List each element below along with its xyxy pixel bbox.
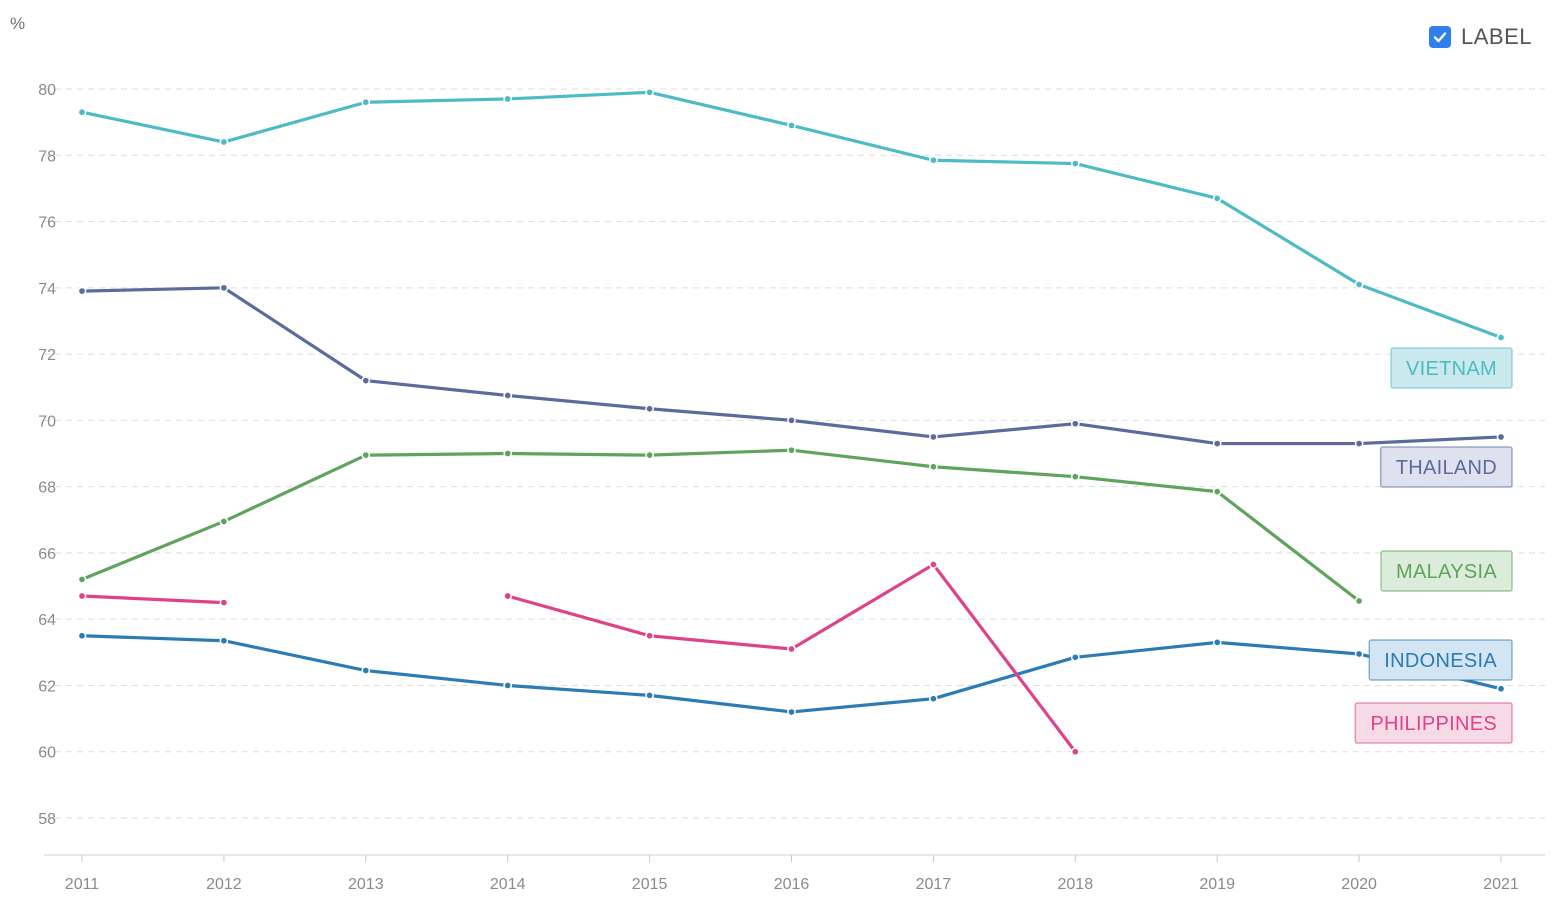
data-point-philippines: [503, 591, 513, 601]
data-point-malaysia: [77, 575, 87, 584]
data-point-malaysia: [361, 450, 371, 460]
data-point-vietnam: [1496, 333, 1506, 342]
data-point-thailand: [787, 416, 796, 425]
data-point-vietnam: [503, 94, 513, 104]
series-label-box: [1380, 550, 1513, 592]
data-point-indonesia: [77, 631, 87, 641]
data-point-vietnam: [1070, 159, 1080, 168]
data-point-malaysia: [503, 449, 513, 458]
data-point-thailand: [1496, 432, 1506, 442]
y-tick-label: 60: [38, 745, 56, 762]
y-tick-label: 78: [38, 148, 56, 165]
data-point-indonesia: [929, 694, 938, 704]
series-label-philippines: PHILIPPINES: [1354, 702, 1513, 744]
data-point-malaysia: [1070, 472, 1080, 482]
series-label-vietnam: VIETNAM: [1390, 347, 1513, 389]
series-line-philippines: [506, 562, 1077, 754]
y-tick-label: 66: [38, 546, 56, 563]
data-point-malaysia: [219, 517, 229, 526]
series-label-text: VIETNAM: [1406, 358, 1497, 380]
y-tick-label: 68: [38, 480, 56, 497]
series-label-text: PHILIPPINES: [1370, 713, 1497, 735]
x-tick-label: 2019: [1199, 876, 1235, 893]
x-tick-label: 2011: [65, 876, 100, 893]
x-tick-label: 2017: [916, 876, 952, 893]
data-point-indonesia: [1212, 638, 1222, 647]
data-point-thailand: [77, 286, 87, 296]
data-point-thailand: [1070, 419, 1080, 429]
data-point-vietnam: [77, 107, 87, 117]
label-checkbox[interactable]: [1429, 26, 1451, 48]
x-tick-label: 2021: [1483, 876, 1519, 893]
data-point-philippines: [645, 631, 654, 641]
checkmark-icon: [1433, 32, 1447, 43]
data-point-philippines: [219, 598, 229, 607]
data-point-thailand: [361, 376, 371, 385]
data-point-indonesia: [219, 636, 229, 646]
data-point-vietnam: [219, 137, 229, 147]
data-point-thailand: [1354, 439, 1364, 448]
y-tick-label: 74: [38, 281, 56, 298]
data-point-vietnam: [1354, 280, 1364, 289]
y-tick-label: 64: [38, 612, 56, 629]
x-tick-label: 2018: [1058, 876, 1094, 893]
series-label-box: [1379, 446, 1513, 488]
y-axis-unit: %: [10, 14, 26, 33]
x-tick-label: 2013: [348, 876, 384, 893]
data-point-thailand: [645, 404, 654, 414]
data-point-philippines: [77, 591, 87, 601]
data-point-malaysia: [1212, 487, 1222, 496]
y-tick-label: 58: [38, 811, 56, 828]
data-point-philippines: [929, 560, 938, 569]
data-point-malaysia: [645, 450, 654, 460]
series-label-text: INDONESIA: [1384, 650, 1497, 672]
series-label-box: [1354, 702, 1513, 744]
x-tick-label: 2014: [490, 876, 526, 893]
series-label-thailand: THAILAND: [1379, 446, 1513, 488]
series-label-indonesia: INDONESIA: [1368, 639, 1513, 681]
data-point-malaysia: [1354, 596, 1364, 606]
series-label-box: [1368, 639, 1513, 681]
data-point-vietnam: [361, 97, 371, 107]
data-point-thailand: [929, 432, 938, 442]
data-point-vietnam: [929, 155, 938, 165]
data-point-malaysia: [929, 462, 938, 472]
y-tick-label: 80: [38, 82, 56, 99]
data-point-thailand: [1212, 439, 1222, 448]
data-point-vietnam: [1212, 194, 1222, 203]
data-point-indonesia: [1070, 652, 1080, 662]
x-tick-label: 2020: [1341, 876, 1377, 893]
series-line-malaysia: [80, 448, 1361, 603]
y-tick-label: 72: [38, 347, 56, 364]
y-tick-label: 76: [38, 215, 56, 232]
series-label-text: MALAYSIA: [1396, 561, 1497, 583]
data-point-philippines: [1070, 747, 1080, 757]
data-point-indonesia: [361, 666, 371, 675]
series-label-box: [1390, 347, 1513, 389]
data-point-thailand: [503, 391, 513, 400]
label-toggle-text: LABEL: [1461, 24, 1532, 49]
series-label-text: THAILAND: [1396, 457, 1497, 479]
data-point-malaysia: [787, 445, 796, 455]
x-tick-label: 2015: [632, 876, 668, 893]
data-point-indonesia: [645, 691, 654, 700]
data-point-thailand: [219, 283, 229, 293]
series-label-malaysia: MALAYSIA: [1380, 550, 1513, 592]
data-point-philippines: [787, 644, 796, 654]
data-point-indonesia: [1496, 684, 1506, 694]
x-tick-label: 2012: [206, 876, 242, 893]
data-point-indonesia: [787, 707, 796, 717]
data-point-vietnam: [645, 87, 654, 97]
x-tick-label: 2016: [774, 876, 810, 893]
label-toggle[interactable]: LABEL: [1429, 24, 1532, 50]
series-line-philippines: [80, 594, 226, 605]
data-point-indonesia: [1354, 649, 1364, 659]
y-tick-label: 70: [38, 413, 56, 430]
data-point-indonesia: [503, 681, 513, 690]
y-tick-label: 62: [38, 678, 56, 695]
data-point-vietnam: [787, 121, 796, 130]
